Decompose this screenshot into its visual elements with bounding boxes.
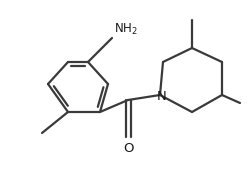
Text: O: O bbox=[123, 142, 133, 155]
Text: N: N bbox=[157, 89, 167, 102]
Text: NH$_2$: NH$_2$ bbox=[114, 22, 138, 37]
